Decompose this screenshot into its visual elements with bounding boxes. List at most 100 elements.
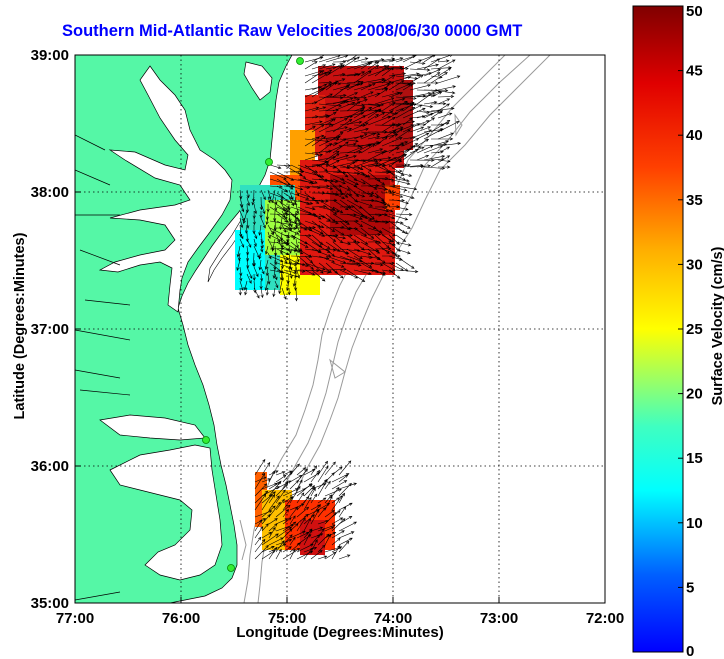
- velocity-arrow: [325, 267, 347, 271]
- velocity-arrow: [360, 184, 380, 188]
- velocity-arrow: [304, 192, 320, 204]
- velocity-arrow: [332, 101, 356, 112]
- velocity-arrow: [318, 178, 339, 183]
- velocity-arrow: [239, 266, 243, 277]
- velocity-arrow: [367, 255, 381, 260]
- velocity-arrow: [304, 61, 318, 70]
- velocity-arrow: [374, 247, 392, 251]
- velocity-arrow: [395, 141, 409, 147]
- velocity-arrow: [416, 126, 432, 133]
- velocity-arrow: [388, 192, 404, 198]
- velocity-arrow: [290, 164, 303, 171]
- velocity-arrow: [338, 482, 352, 497]
- velocity-arrow: [346, 146, 364, 154]
- velocity-arrow: [381, 147, 400, 154]
- velocity-arrow: [437, 59, 450, 63]
- velocity-arrow: [395, 129, 411, 140]
- velocity-arrow: [338, 554, 351, 560]
- velocity-arrow: [244, 287, 248, 296]
- velocity-arrow: [388, 213, 409, 221]
- velocity-arrow: [423, 88, 449, 93]
- velocity-arrow: [367, 141, 382, 147]
- velocity-arrow: [296, 506, 310, 518]
- velocity-arrow: [295, 203, 300, 215]
- velocity-arrow: [381, 191, 396, 195]
- velocity-arrow: [423, 72, 441, 84]
- velocity-arrow: [318, 69, 333, 77]
- velocity-arrow: [360, 77, 386, 84]
- velocity-arrow: [297, 226, 316, 230]
- velocity-arrow: [311, 64, 327, 70]
- velocity-arrow: [282, 534, 293, 546]
- velocity-arrow: [289, 485, 301, 504]
- velocity-arrow: [338, 474, 349, 483]
- velocity-arrow: [265, 245, 269, 255]
- velocity-arrow: [325, 118, 336, 126]
- velocity-arrow: [331, 544, 341, 560]
- velocity-arrow: [332, 178, 346, 185]
- velocity-arrow: [388, 269, 401, 279]
- velocity-arrow: [346, 178, 359, 185]
- chart-title: Southern Mid-Atlantic Raw Velocities 200…: [62, 22, 523, 40]
- velocity-arrow: [338, 515, 353, 525]
- velocity-arrow: [430, 110, 444, 119]
- velocity-arrow: [360, 191, 375, 195]
- velocity-arrow: [388, 226, 400, 230]
- velocity-arrow: [281, 252, 288, 265]
- velocity-arrow: [339, 98, 361, 105]
- velocity-arrow: [288, 245, 292, 254]
- velocity-arrow: [288, 259, 293, 271]
- velocity-arrow: [360, 206, 375, 220]
- velocity-arrow: [374, 112, 386, 119]
- velocity-arrow: [253, 231, 258, 240]
- velocity-arrow: [331, 497, 340, 504]
- velocity-arrow: [265, 266, 269, 277]
- velocity-arrow: [332, 154, 349, 161]
- velocity-arrow: [269, 255, 284, 263]
- velocity-arrow: [304, 255, 314, 264]
- velocity-arrow: [261, 523, 269, 532]
- velocity-arrow: [430, 107, 455, 112]
- velocity-arrow: [318, 227, 337, 243]
- velocity-arrow: [395, 145, 416, 161]
- velocity-arrow: [275, 526, 293, 539]
- velocity-arrow: [423, 166, 446, 170]
- velocity-arrow: [274, 231, 280, 243]
- velocity-arrow: [324, 495, 333, 511]
- velocity-arrow: [367, 108, 382, 119]
- velocity-arrow: [416, 91, 436, 105]
- velocity-arrow: [430, 155, 451, 168]
- velocity-arrow: [289, 536, 296, 546]
- velocity-arrow: [239, 217, 244, 229]
- velocity-arrow: [260, 266, 265, 275]
- velocity-arrow: [254, 544, 269, 560]
- colorbar: [632, 5, 684, 653]
- velocity-arrow: [331, 480, 348, 490]
- velocity-arrow: [236, 245, 241, 258]
- velocity-arrow: [297, 164, 319, 173]
- velocity-arrow: [325, 64, 345, 77]
- velocity-arrow: [289, 474, 303, 483]
- velocity-arrow: [339, 120, 363, 126]
- velocity-arrow: [304, 70, 325, 84]
- velocity-arrow: [317, 555, 328, 560]
- velocity-arrow: [281, 287, 287, 300]
- velocity-arrow: [253, 287, 260, 299]
- velocity-arrow: [409, 158, 435, 162]
- velocity-arrow: [275, 504, 291, 518]
- velocity-arrow: [290, 170, 305, 174]
- velocity-arrow: [303, 517, 311, 532]
- velocity-arrow: [258, 259, 262, 271]
- velocity-arrow: [311, 262, 324, 274]
- velocity-arrow: [395, 213, 413, 217]
- velocity-arrow: [311, 213, 322, 220]
- velocity-arrow: [304, 106, 320, 112]
- velocity-arrow: [304, 171, 325, 178]
- velocity-arrow: [339, 56, 360, 70]
- y-axis: 39:00 38:00 37:00 36:00 35:00: [31, 47, 81, 612]
- velocity-arrow: [396, 163, 408, 167]
- radar-stations: [202, 57, 304, 572]
- velocity-arrow: [311, 149, 333, 154]
- velocity-arrow: [297, 262, 309, 267]
- velocity-arrow: [423, 68, 442, 77]
